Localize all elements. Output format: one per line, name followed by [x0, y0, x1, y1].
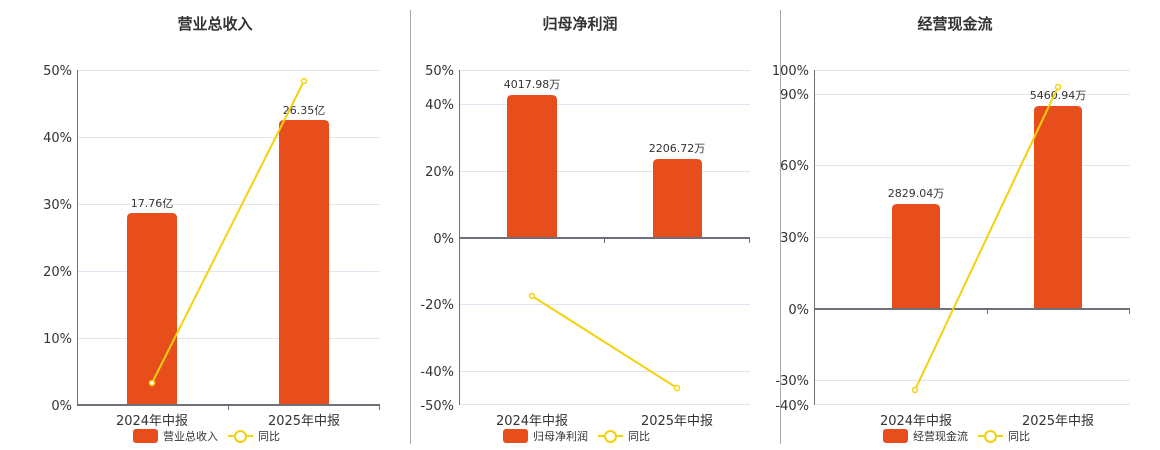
bar-value-label: 26.35亿 [283, 104, 326, 117]
y-tick: -20% [420, 298, 454, 313]
chart-plot-net-profit: 50% 40% 20% 0% -20% -40% -50% 4017.98万 2… [420, 64, 750, 429]
legend-line-icon[interactable] [978, 429, 1003, 443]
legend-bar-label[interactable]: 经营现金流 [913, 430, 968, 443]
x-category-label: 2025年中报 [268, 414, 340, 429]
x-category-label: 2025年中报 [641, 414, 713, 429]
chart-legend: 归母净利润 同比 [503, 428, 650, 444]
y-tick: 50% [425, 64, 454, 79]
y-tick: 30% [780, 231, 809, 246]
chart-legend: 经营现金流 同比 [883, 428, 1030, 444]
yoy-point[interactable] [673, 384, 681, 392]
bar-value-label: 4017.98万 [504, 78, 561, 91]
panel-separator-1 [410, 10, 411, 444]
chart-panel-operating-cash-flow: 经营现金流 100% 90% 60% 30% 0% -30% -40% 2829… [750, 0, 1160, 450]
yoy-line [914, 86, 1059, 391]
yoy-line [531, 295, 678, 389]
yoy-point[interactable] [1054, 83, 1062, 91]
bar-2025[interactable] [1034, 106, 1082, 309]
y-axis-labels: 50% 40% 20% 0% -20% -40% -50% [420, 64, 454, 414]
bar-value-label: 5460.94万 [1030, 89, 1087, 102]
grid-lines [814, 70, 1130, 405]
y-tick: 50% [43, 64, 72, 79]
legend-line-icon[interactable] [598, 429, 623, 443]
y-tick: 90% [780, 88, 809, 103]
x-category-label: 2024年中报 [116, 414, 188, 429]
legend-bar-label[interactable]: 营业总收入 [163, 430, 218, 443]
y-tick: -30% [775, 374, 809, 389]
chart-legend: 营业总收入 同比 [133, 428, 280, 444]
yoy-point[interactable] [911, 386, 919, 394]
bar-value-label: 2206.72万 [649, 142, 706, 155]
bar-2024[interactable] [507, 95, 557, 238]
legend-bar-label[interactable]: 归母净利润 [533, 430, 588, 443]
yoy-point[interactable] [300, 77, 308, 85]
bar-2025[interactable] [653, 159, 702, 238]
x-category-label: 2024年中报 [496, 414, 568, 429]
y-tick: 0% [51, 399, 72, 414]
y-tick: 40% [43, 131, 72, 146]
y-tick: 100% [772, 64, 809, 79]
legend-line-label[interactable]: 同比 [628, 430, 650, 443]
yoy-point[interactable] [148, 379, 156, 387]
legend-bar-swatch[interactable] [133, 429, 158, 443]
grid-lines [77, 70, 380, 339]
chart-panel-revenue: 营业总收入 50% 40% 30% 20% 10% 0% 17.76亿 26.3… [0, 0, 410, 450]
y-tick: -40% [775, 399, 809, 414]
bar-value-label: 17.76亿 [131, 197, 174, 210]
bar-value-label: 2829.04万 [888, 187, 945, 200]
bar-2024[interactable] [127, 213, 177, 405]
chart-title: 经营现金流 [917, 15, 993, 33]
legend-line-icon[interactable] [228, 429, 253, 443]
y-tick: 0% [788, 303, 809, 318]
legend-line-label[interactable]: 同比 [258, 430, 280, 443]
y-tick: 10% [43, 332, 72, 347]
yoy-line [151, 80, 305, 384]
legend-bar-swatch[interactable] [883, 429, 908, 443]
yoy-point[interactable] [528, 292, 536, 300]
chart-title: 归母净利润 [542, 15, 618, 33]
bar-2024[interactable] [892, 204, 940, 309]
y-tick: -40% [420, 365, 454, 380]
y-tick: 20% [43, 265, 72, 280]
bar-2025[interactable] [279, 120, 329, 405]
x-category-label: 2025年中报 [1022, 414, 1094, 429]
y-tick: 30% [43, 198, 72, 213]
grid-lines [459, 70, 750, 405]
panel-separator-2 [780, 10, 781, 444]
y-tick: 60% [780, 159, 809, 174]
y-axis-labels: 50% 40% 30% 20% 10% 0% [43, 64, 72, 414]
chart-title: 营业总收入 [177, 15, 253, 33]
legend-line-label[interactable]: 同比 [1008, 430, 1030, 443]
chart-panel-net-profit: 归母净利润 50% 40% 20% 0% -20% -40% -50% 4017… [380, 0, 780, 450]
y-tick: 20% [425, 165, 454, 180]
y-tick: 40% [425, 98, 454, 113]
y-tick: -50% [420, 399, 454, 414]
x-category-label: 2024年中报 [880, 414, 952, 429]
y-tick: 0% [433, 232, 454, 247]
legend-bar-swatch[interactable] [503, 429, 528, 443]
chart-plot-revenue: 50% 40% 30% 20% 10% 0% 17.76亿 26.35亿 202… [43, 64, 380, 429]
chart-plot-operating-cash-flow: 100% 90% 60% 30% 0% -30% -40% 2829.04万 5… [772, 64, 1130, 429]
y-axis-labels: 100% 90% 60% 30% 0% -30% -40% [772, 64, 809, 414]
